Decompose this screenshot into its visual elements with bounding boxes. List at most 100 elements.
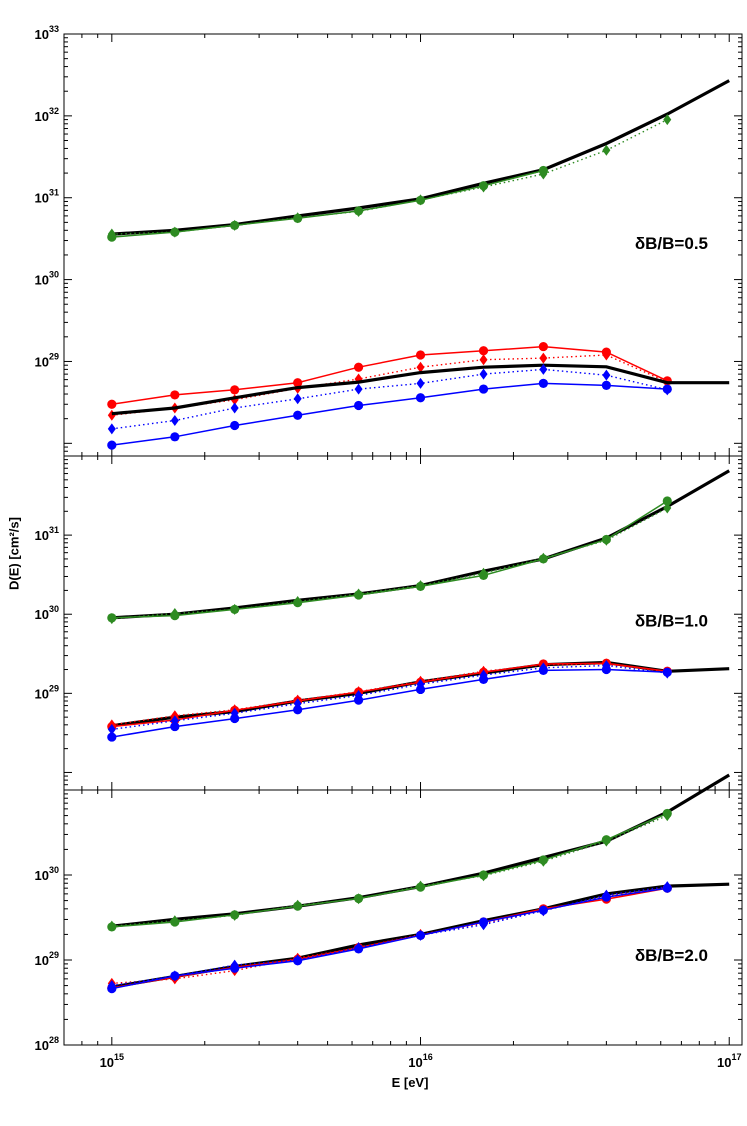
data-point xyxy=(170,608,179,620)
data-point xyxy=(107,723,116,735)
data-point xyxy=(354,205,363,217)
data-point xyxy=(601,892,611,902)
panel-bottom-frame xyxy=(63,789,743,1046)
data-point xyxy=(107,409,116,421)
data-point xyxy=(107,920,116,932)
data-point xyxy=(293,212,302,224)
series-line-black-solid-thick xyxy=(111,469,730,620)
data-point xyxy=(230,402,239,414)
data-point xyxy=(107,732,117,742)
data-point xyxy=(170,971,180,981)
data-point xyxy=(230,713,240,724)
data-point xyxy=(415,930,426,940)
data-point xyxy=(478,674,489,685)
data-point xyxy=(416,377,425,389)
y-tick-label: 1032 xyxy=(35,106,59,124)
data-point xyxy=(170,721,180,732)
data-point xyxy=(293,410,303,420)
annotation-bottom: δB/B=2.0 xyxy=(635,946,708,965)
data-point xyxy=(601,664,611,675)
data-point xyxy=(293,595,302,607)
data-point xyxy=(353,944,364,954)
series-line-green-solid xyxy=(111,500,668,619)
data-point xyxy=(538,341,548,352)
data-point xyxy=(230,603,239,615)
annotation-middle: δB/B=1.0 xyxy=(635,611,708,630)
series-line-blue-solid xyxy=(111,668,668,738)
series-line-green-dotted xyxy=(111,507,668,620)
data-point xyxy=(478,384,489,394)
data-point xyxy=(354,383,363,395)
data-point xyxy=(663,810,672,822)
data-point xyxy=(479,567,488,579)
data-point xyxy=(416,580,425,592)
y-tick-label: 1028 xyxy=(35,1035,59,1053)
data-point xyxy=(602,835,611,847)
data-point xyxy=(662,883,672,893)
data-point xyxy=(662,384,672,394)
data-point xyxy=(170,226,179,238)
series-line-red-dotted xyxy=(111,663,668,726)
annotation-top: δB/B=0.5 xyxy=(635,234,708,253)
series-line-red-solid xyxy=(111,345,668,406)
data-point xyxy=(662,667,672,677)
data-point xyxy=(107,228,116,240)
data-point xyxy=(230,420,240,431)
data-point xyxy=(662,496,672,506)
data-point xyxy=(601,380,611,390)
data-point xyxy=(663,114,672,126)
y-tick-label: 1031 xyxy=(35,188,59,206)
series-line-green-solid xyxy=(111,812,668,928)
series-line-blue-dotted xyxy=(111,664,668,731)
y-tick-label: 1030 xyxy=(35,270,59,288)
y-axis-label: D(E) [cm²/s] xyxy=(6,517,22,590)
x-axis-label: E [eV] xyxy=(391,1075,429,1090)
data-point xyxy=(293,956,303,966)
data-point xyxy=(107,613,116,625)
data-point xyxy=(539,363,548,375)
series-line-black-solid-thick xyxy=(111,660,730,728)
data-point xyxy=(538,905,548,915)
data-point xyxy=(170,915,179,927)
data-point xyxy=(353,695,364,705)
data-point xyxy=(602,349,611,361)
data-point xyxy=(539,168,548,180)
x-tick-label: 1015 xyxy=(100,1052,124,1070)
data-point xyxy=(170,432,180,442)
data-point xyxy=(539,855,548,867)
data-point xyxy=(416,880,425,892)
data-point xyxy=(353,362,364,372)
data-point xyxy=(354,893,363,905)
data-point xyxy=(293,705,303,715)
data-point xyxy=(107,984,117,994)
series-line-blue-solid xyxy=(111,382,668,446)
data-point xyxy=(479,181,488,193)
series-line-black-solid-thick xyxy=(111,79,730,236)
data-point xyxy=(293,393,302,405)
data-point xyxy=(230,909,239,921)
y-tick-label: 1030 xyxy=(35,604,59,622)
data-point xyxy=(415,350,426,360)
data-point xyxy=(415,393,426,403)
data-point xyxy=(170,414,179,426)
y-tick-label: 1031 xyxy=(35,525,59,543)
data-point xyxy=(416,194,425,206)
series-line-green-dotted xyxy=(111,814,668,927)
y-tick-label: 1029 xyxy=(35,683,59,701)
data-point xyxy=(478,346,489,356)
data-point xyxy=(538,665,548,675)
series-line-green-dotted xyxy=(111,118,668,235)
data-point xyxy=(107,399,117,409)
data-point xyxy=(478,917,489,927)
x-tick-label: 1016 xyxy=(408,1052,432,1070)
data-point xyxy=(107,423,116,435)
data-point xyxy=(539,552,548,564)
data-point xyxy=(354,588,363,600)
data-point xyxy=(293,899,302,911)
data-point xyxy=(416,361,425,373)
y-tick-label: 1033 xyxy=(35,24,59,42)
data-point xyxy=(230,963,240,973)
data-point xyxy=(415,684,426,695)
y-tick-label: 1029 xyxy=(35,351,59,369)
